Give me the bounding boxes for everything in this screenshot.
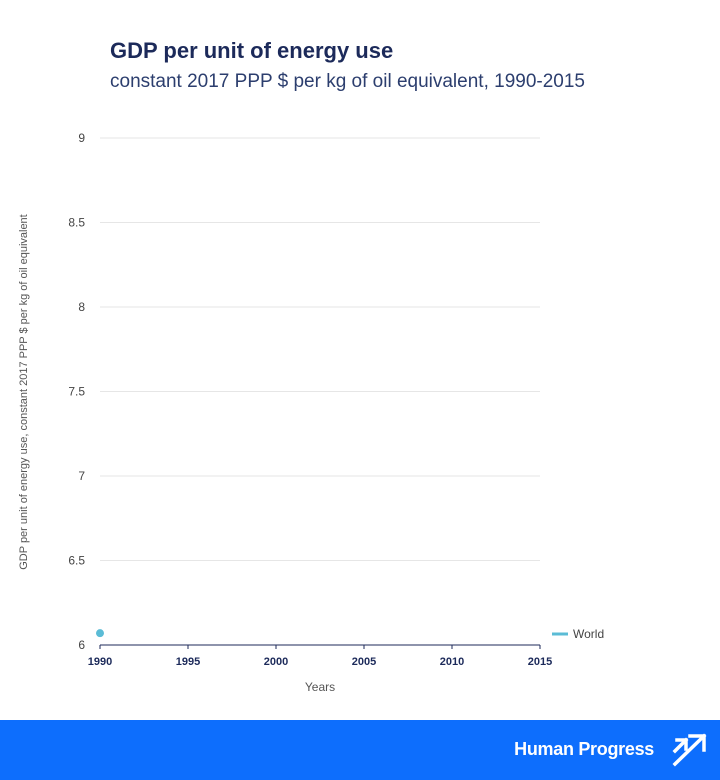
y-axis-label: GDP per unit of energy use, constant 201…: [18, 214, 30, 570]
x-tick-label: 2005: [352, 656, 376, 668]
gridlines: [100, 137, 540, 561]
brand-name: Human Progress: [514, 739, 654, 759]
legend: World: [552, 627, 604, 641]
x-axis-label: Years: [305, 680, 335, 694]
y-tick-label: 7.5: [68, 385, 85, 399]
legend-label[interactable]: World: [573, 627, 604, 641]
human-progress-logo-icon: [672, 733, 707, 767]
y-tick-label: 9: [78, 131, 85, 145]
data-point[interactable]: [96, 629, 104, 638]
y-tick-label: 6.5: [68, 554, 85, 568]
x-tick-label: 2010: [440, 656, 464, 668]
y-tick-label: 7: [78, 469, 85, 483]
x-tick-label: 1990: [88, 656, 112, 668]
x-tick-label: 1995: [176, 656, 200, 668]
series-layer: [96, 629, 104, 638]
y-tick-label: 8: [78, 300, 85, 314]
x-tick-label: 2000: [264, 656, 288, 668]
y-tick-label: 6: [78, 638, 85, 652]
x-tick-label: 2015: [528, 656, 552, 668]
line-chart: 6 6.5 7 7.5 8 8.5 9 1990 1995 2000 2005 2010 2015 Y…: [18, 131, 604, 694]
chart-title: GDP per unit of energy use: [110, 38, 394, 63]
y-axis-ticks: 6 6.5 7 7.5 8 8.5 9: [68, 131, 85, 652]
chart-subtitle: constant 2017 PPP $ per kg of oil equiva…: [110, 71, 585, 92]
y-tick-label: 8.5: [68, 216, 85, 230]
x-axis-ticks: 1990 1995 2000 2005 2010 2015: [88, 645, 552, 668]
footer-bar: Human Progress: [0, 720, 720, 780]
